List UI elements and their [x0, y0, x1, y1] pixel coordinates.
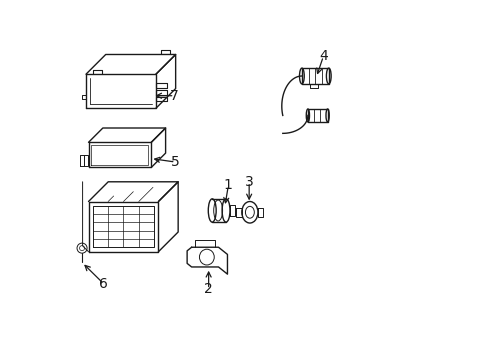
Text: 2: 2 — [204, 282, 213, 296]
Text: 7: 7 — [170, 89, 179, 103]
Text: 5: 5 — [171, 155, 180, 169]
Text: 1: 1 — [224, 178, 232, 192]
Text: 3: 3 — [244, 175, 253, 189]
Text: 6: 6 — [99, 277, 108, 291]
Text: 4: 4 — [318, 49, 327, 63]
